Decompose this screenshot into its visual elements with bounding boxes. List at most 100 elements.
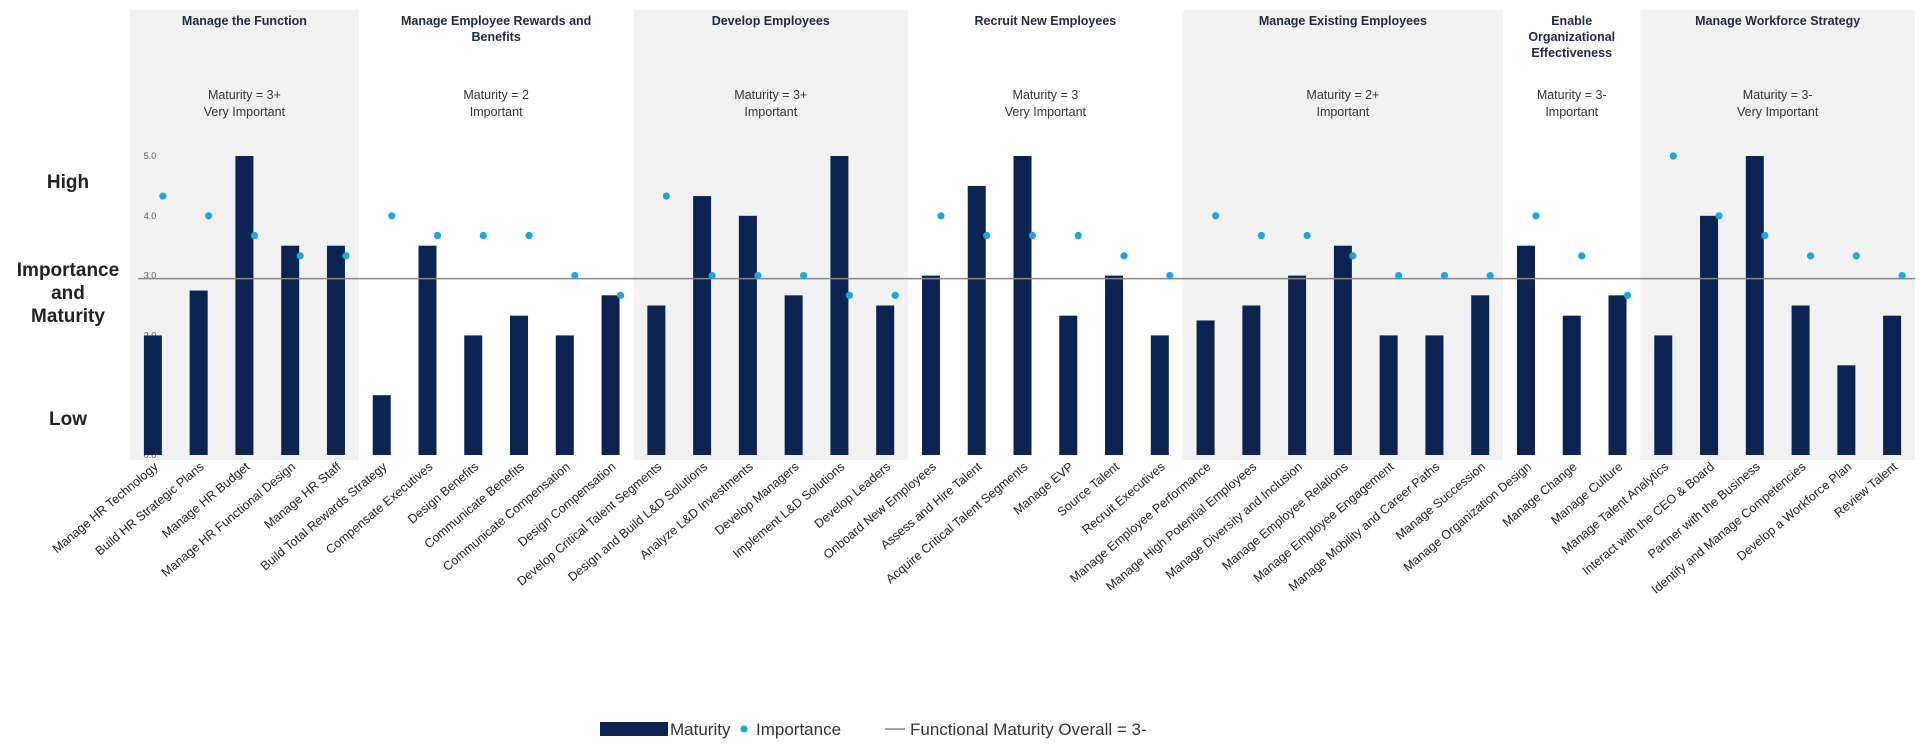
maturity-bars	[143, 156, 1902, 456]
importance-dot	[662, 192, 670, 200]
importance-dot	[1257, 231, 1265, 240]
maturity-bar	[1608, 295, 1627, 455]
maturity-bar	[1013, 156, 1032, 455]
group-headers: Manage the Function Maturity = 3+ Very Imp…	[182, 14, 1860, 119]
importance-dot	[1761, 231, 1769, 240]
maturity-bar	[1242, 305, 1261, 455]
group-title: Enable	[1551, 14, 1592, 28]
y-axis: High Importance and Maturity Low	[17, 172, 119, 430]
importance-dot	[1028, 231, 1037, 240]
maturity-bar	[1516, 245, 1535, 455]
maturity-bar	[1700, 215, 1719, 455]
group-bands	[130, 10, 1915, 460]
group-title: Effectiveness	[1531, 46, 1612, 60]
maturity-bar	[1471, 295, 1490, 455]
maturity-bar	[1333, 245, 1352, 455]
maturity-bar	[372, 395, 391, 455]
group-subtitle: Maturity = 3-	[1743, 88, 1813, 102]
maturity-bar	[647, 305, 666, 455]
y-axis-title-line-1: Importance	[17, 260, 119, 281]
legend-maturity-swatch	[600, 722, 668, 736]
importance-dot	[800, 272, 808, 280]
maturity-bar	[1105, 275, 1124, 455]
legend-maturity-label: Maturity	[670, 720, 731, 739]
group-title: Manage Employee Rewards and	[401, 14, 591, 28]
importance-dot	[342, 252, 350, 260]
group-subtitle: Important	[470, 105, 523, 119]
category-label: Manage HR Staff	[262, 459, 345, 532]
y-axis-low-label: Low	[49, 409, 87, 430]
maturity-bar	[189, 290, 208, 455]
maturity-bar	[921, 275, 940, 455]
group-title: Manage Workforce Strategy	[1695, 14, 1860, 28]
legend: Maturity Importance Functional Maturity …	[600, 720, 1147, 739]
group-title: Manage the Function	[182, 14, 307, 28]
maturity-bar	[601, 295, 620, 455]
legend-importance-swatch	[740, 725, 748, 733]
importance-dot	[1623, 291, 1632, 299]
importance-dot	[1120, 252, 1128, 260]
maturity-bar	[418, 245, 437, 455]
maturity-bar	[830, 156, 849, 455]
maturity-bar	[693, 196, 712, 456]
group-subtitle: Important	[1545, 105, 1598, 119]
importance-dot	[754, 272, 762, 280]
group-subtitle: Maturity = 3+	[208, 88, 281, 102]
maturity-bar	[1837, 365, 1856, 455]
y-axis-title-line-3: Maturity	[31, 306, 105, 327]
importance-dot	[845, 291, 854, 299]
category-label: Develop Managers	[712, 460, 801, 538]
importance-dot	[1852, 252, 1860, 260]
y-tick-label: 3.0	[144, 271, 157, 281]
group-title: Develop Employees	[712, 14, 830, 28]
maturity-bar	[876, 305, 895, 455]
importance-dot	[616, 291, 625, 299]
maturity-bar	[1562, 315, 1581, 455]
group-title: Manage Existing Employees	[1259, 14, 1427, 28]
maturity-bar	[1288, 275, 1307, 455]
y-axis-high-label: High	[47, 172, 89, 193]
group-subtitle: Very Important	[1737, 105, 1819, 119]
maturity-bar	[1059, 315, 1078, 455]
importance-dot	[1898, 272, 1906, 280]
importance-dot	[1303, 231, 1311, 240]
group-subtitle: Maturity = 3+	[734, 88, 807, 102]
importance-dot	[250, 231, 259, 240]
importance-dot	[571, 272, 579, 280]
importance-dot	[296, 252, 304, 260]
importance-dot	[1074, 231, 1082, 240]
category-label: Develop Leaders	[812, 460, 893, 531]
group-subtitle: Very Important	[204, 105, 286, 119]
maturity-bar	[464, 335, 483, 455]
maturity-bar	[1745, 156, 1764, 455]
importance-dot	[1532, 212, 1540, 220]
maturity-bar	[1654, 335, 1673, 455]
y-tick-label: 4.0	[144, 211, 157, 221]
maturity-bar	[1791, 305, 1810, 455]
importance-dot	[1211, 212, 1220, 220]
importance-dot	[708, 272, 716, 280]
y-axis-title-line-2: and	[51, 283, 85, 304]
category-label: Recruit Executives	[1079, 460, 1167, 537]
group-subtitle: Very Important	[1005, 105, 1087, 119]
importance-dot	[1166, 272, 1174, 280]
maturity-bar	[967, 185, 986, 455]
importance-dot	[525, 231, 533, 240]
group-title: Recruit New Employees	[975, 14, 1117, 28]
importance-dot	[1395, 272, 1403, 280]
group-subtitle: Maturity = 3-	[1537, 88, 1607, 102]
group-band	[1640, 10, 1915, 460]
maturity-bar	[784, 295, 803, 455]
legend-importance-label: Importance	[756, 720, 841, 739]
importance-dot	[1806, 252, 1815, 260]
importance-dot	[159, 192, 167, 200]
importance-dot	[1715, 212, 1723, 220]
importance-dot	[983, 231, 991, 240]
group-subtitle: Maturity = 2	[463, 88, 529, 102]
importance-dots	[159, 152, 1906, 299]
legend-line-label: Functional Maturity Overall = 3-	[910, 720, 1147, 739]
group-title: Organizational	[1528, 30, 1615, 44]
maturity-bar	[1425, 335, 1444, 455]
